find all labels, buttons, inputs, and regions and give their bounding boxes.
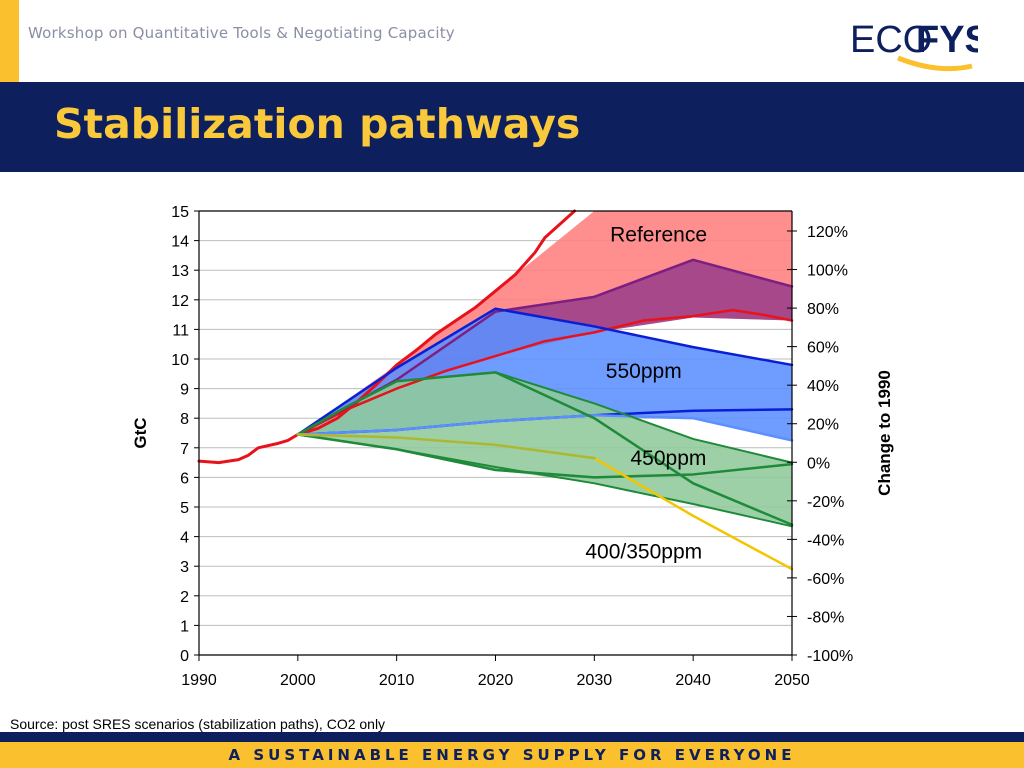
y-tick-label: 2: [180, 589, 189, 606]
annotation-450ppm: 450ppm: [631, 447, 707, 470]
y-tick-label: 11: [172, 322, 189, 339]
annotations: Reference 550ppm 450ppm 400/350ppm: [585, 224, 707, 564]
ecofys-logo: ECO FYS: [850, 19, 978, 72]
y-axis-title: GtC: [131, 417, 150, 448]
y2-tick-label: -80%: [807, 609, 844, 626]
y2-tick-label: 80%: [807, 301, 839, 318]
y-tick-label: 10: [171, 352, 189, 369]
y-tick-label: 4: [180, 530, 189, 547]
x-tick-label: 2050: [774, 672, 810, 689]
y2-tick-label: 40%: [807, 378, 839, 395]
logo-swoosh-icon: [897, 55, 973, 72]
y2-tick-label: 120%: [807, 224, 848, 241]
y-tick-label: 3: [180, 559, 189, 576]
header-accent-bar: [0, 0, 19, 82]
y2-axis-title: Change to 1990: [875, 370, 894, 496]
logo-text-fys: FYS: [916, 19, 978, 61]
y2-tick-label: -20%: [807, 494, 844, 511]
title-band: [0, 82, 1024, 172]
y-tick-label: 12: [171, 293, 189, 310]
x-tick-label: 2030: [577, 672, 613, 689]
y-tick-label: 9: [180, 382, 189, 399]
series-line-reference-lower: [296, 308, 794, 436]
footer-band: [0, 732, 1024, 742]
workshop-title: Workshop on Quantitative Tools & Negotia…: [28, 24, 455, 42]
y-tick-label: 13: [171, 263, 189, 280]
y-tick-label: 0: [180, 648, 189, 665]
y2-tick-label: 60%: [807, 340, 839, 357]
y-tick-label: 6: [180, 470, 189, 487]
series-line-550ppm-low: [296, 413, 794, 442]
series-line-450ppm-upper-edge: [494, 371, 793, 464]
annotation-400-350ppm: 400/350ppm: [585, 540, 702, 563]
band-450ppm: [297, 372, 792, 525]
x-tick-label: 2000: [280, 672, 316, 689]
pathway-lines: [197, 209, 794, 571]
y2-tick-label: -60%: [807, 571, 844, 588]
band-550ppm-upper: [297, 259, 792, 435]
logo-text-eco: ECO: [850, 19, 932, 61]
y-tick-label: 14: [171, 234, 189, 251]
x-tick-label: 2010: [379, 672, 415, 689]
y2-tick-label: 20%: [807, 417, 839, 434]
y2-tick-label: -40%: [807, 532, 844, 549]
y-tick-label: 15: [171, 204, 189, 221]
y-tick-label: 8: [180, 411, 189, 428]
footer-bar: [0, 742, 1024, 768]
x-tick-label: 1990: [181, 672, 217, 689]
series-line-450ppm-lowest: [296, 433, 793, 528]
y-tick-label: 1: [180, 618, 189, 635]
series-line-reference: [197, 209, 577, 465]
source-note: Source: post SRES scenarios (stabilizati…: [10, 716, 386, 732]
y-tick-label: 7: [180, 441, 189, 458]
slide-title: Stabilization pathways: [54, 100, 581, 148]
footer-tagline: A SUSTAINABLE ENERGY SUPPLY FOR EVERYONE: [228, 746, 796, 764]
series-line-400-350ppm-early: [296, 433, 596, 460]
x-tick-label: 2040: [675, 672, 711, 689]
x-tick-label: 2020: [478, 672, 514, 689]
series-line-550ppm-top: [296, 307, 794, 436]
y2-tick-label: -100%: [807, 648, 853, 665]
y-tick-label: 5: [180, 500, 189, 517]
annotation-550ppm: 550ppm: [606, 360, 682, 383]
y2-tick-label: 100%: [807, 263, 848, 280]
y2-tick-label: 0%: [807, 455, 830, 472]
annotation-reference: Reference: [610, 224, 707, 247]
